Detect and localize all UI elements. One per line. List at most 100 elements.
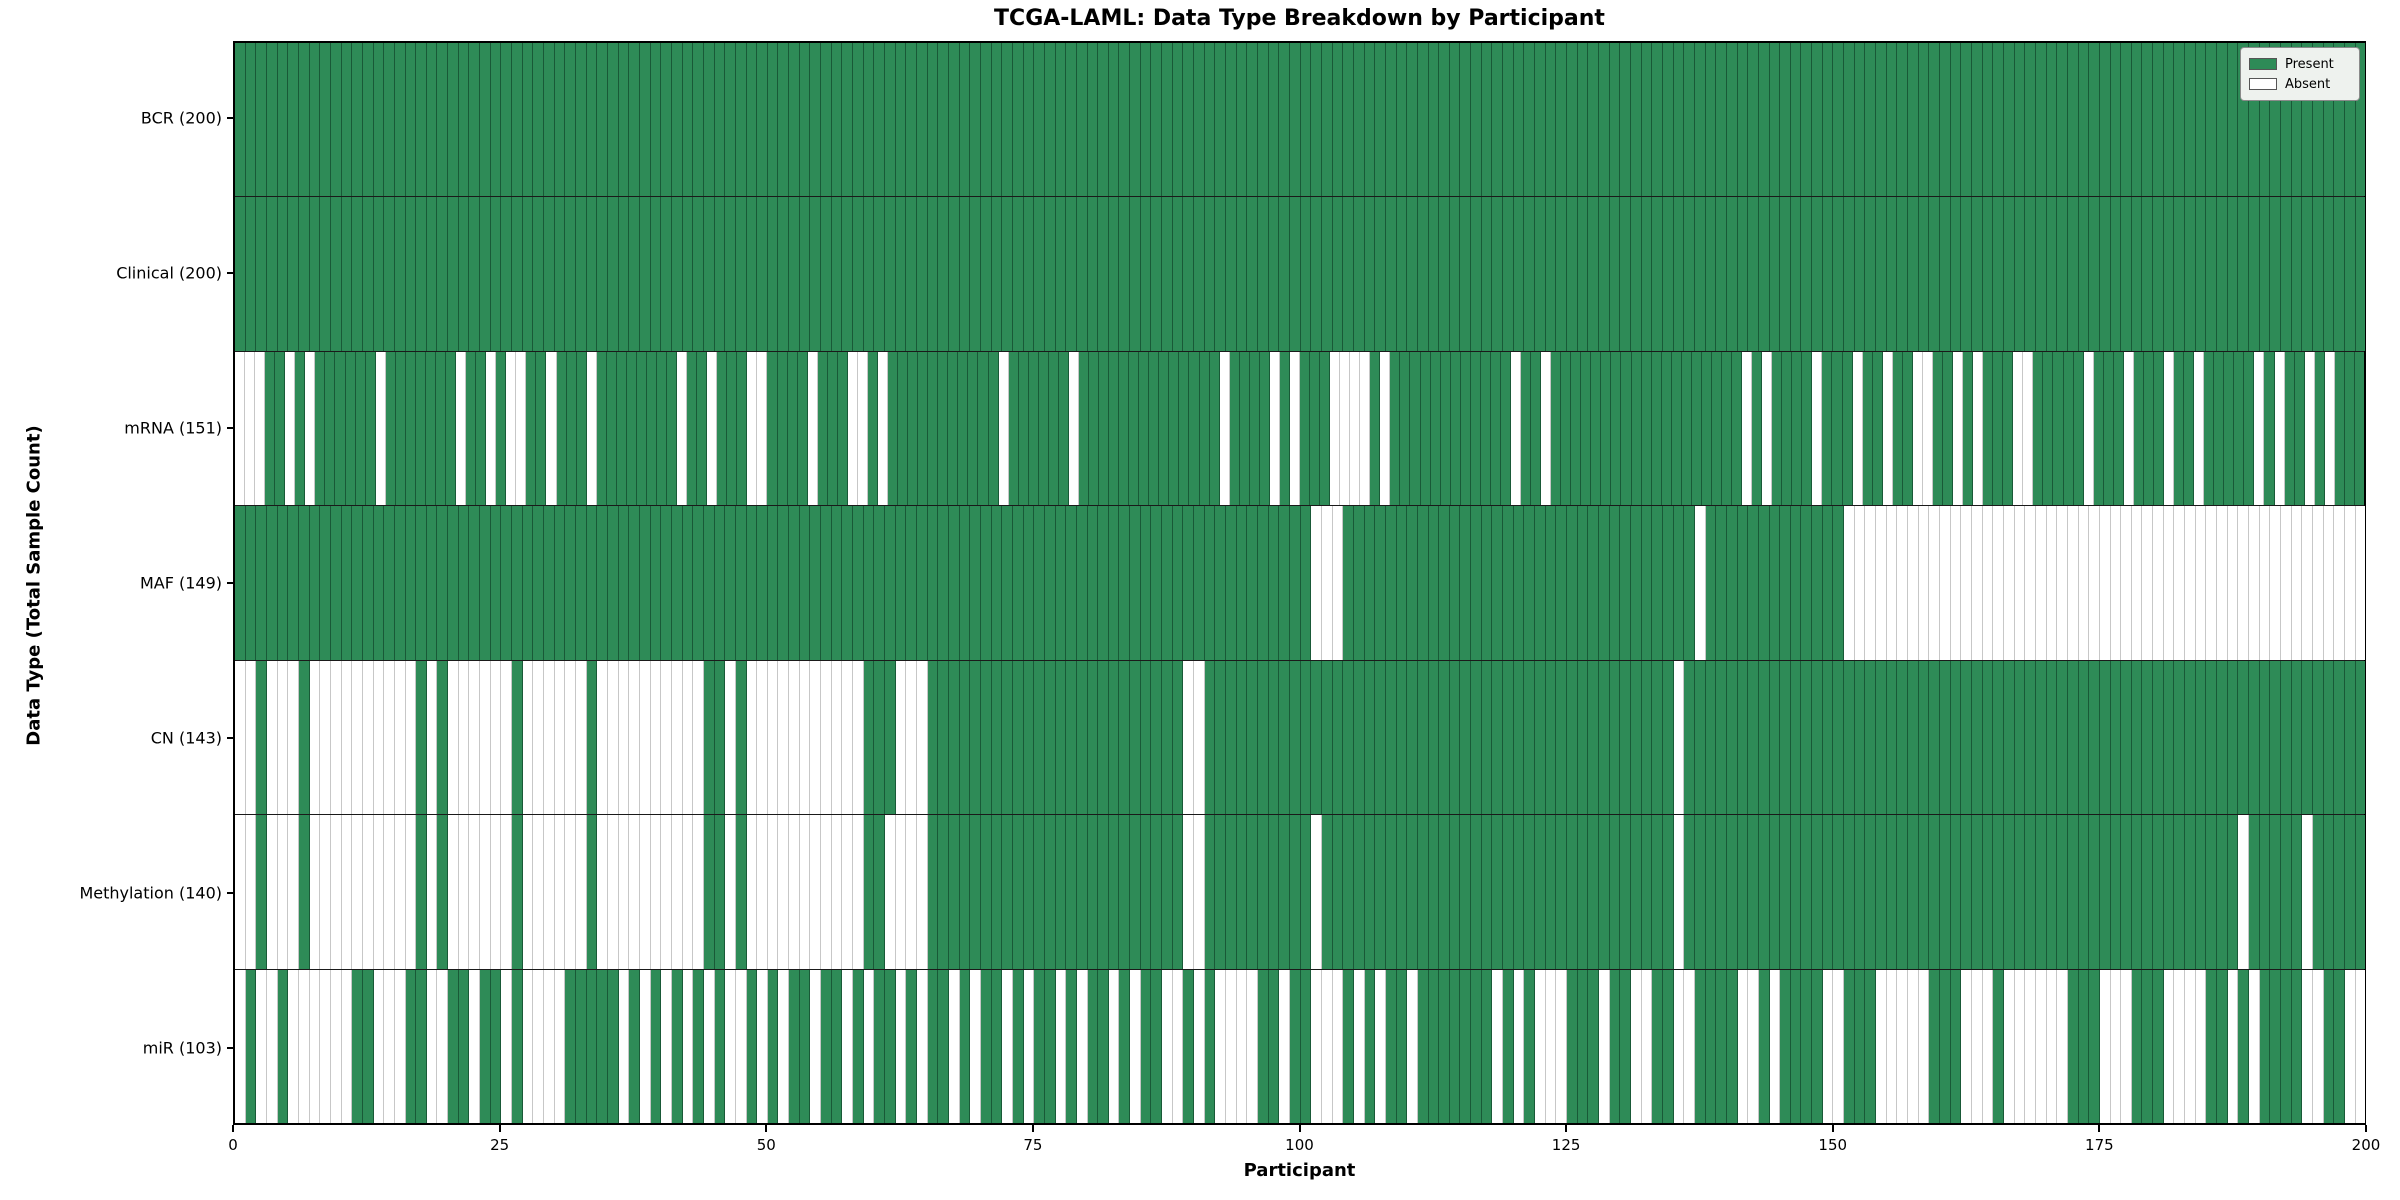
heatmap-cell — [480, 506, 491, 660]
heatmap-cell — [2110, 197, 2122, 351]
heatmap-cell — [1705, 660, 1717, 815]
heatmap-cell — [1950, 506, 1962, 660]
heatmap-cell — [596, 351, 607, 506]
heatmap-cell — [1183, 660, 1195, 815]
heatmap-cell — [1876, 197, 1887, 351]
heatmap-cell — [1076, 197, 1088, 351]
heatmap-cell — [885, 43, 896, 197]
heatmap-cell — [2270, 969, 2281, 1123]
heatmap-cell — [1822, 815, 1834, 969]
heatmap-cell — [2281, 43, 2292, 197]
heatmap-cell — [1151, 660, 1163, 815]
heatmap-cell — [1748, 969, 1759, 1123]
heatmap-cell — [362, 660, 374, 815]
heatmap-cell — [394, 197, 406, 351]
heatmap-cell — [1982, 43, 1994, 197]
heatmap-cell — [1758, 660, 1770, 815]
heatmap-cell — [298, 506, 310, 660]
heatmap-cell — [1865, 815, 1877, 969]
heatmap-cell — [2035, 43, 2047, 197]
heatmap-cell — [1918, 969, 1930, 1123]
heatmap-cell — [309, 969, 321, 1123]
heatmap-cell — [1630, 506, 1642, 660]
heatmap-cell — [1108, 660, 1120, 815]
heatmap-cell — [661, 197, 672, 351]
heatmap-cell — [1694, 506, 1706, 660]
heatmap-cell — [2185, 660, 2196, 815]
heatmap-cell — [2312, 969, 2324, 1123]
heatmap-cell — [597, 660, 608, 815]
heatmap-cell — [1087, 969, 1099, 1123]
heatmap-cell — [1439, 660, 1450, 815]
heatmap-cell — [671, 506, 683, 660]
heatmap-cell — [501, 969, 513, 1123]
heatmap-cell — [1130, 969, 1141, 1123]
heatmap-cell — [1673, 197, 1685, 351]
heatmap-cell — [2206, 197, 2218, 351]
heatmap-cell — [1055, 506, 1067, 660]
heatmap-cell — [703, 506, 715, 660]
heatmap-cell — [1929, 197, 1940, 351]
heatmap-cell — [1108, 43, 1120, 197]
heatmap-cell — [1630, 815, 1642, 969]
heatmap-cell — [2217, 815, 2228, 969]
heatmap-row-Methylation — [235, 814, 2366, 969]
heatmap-cell — [1279, 506, 1290, 660]
heatmap-cell — [2355, 815, 2366, 969]
heatmap-cell — [2057, 815, 2068, 969]
heatmap-cell — [1385, 815, 1397, 969]
heatmap-cell — [656, 351, 668, 506]
heatmap-cell — [1762, 351, 1773, 506]
heatmap-cell — [1802, 351, 1813, 506]
heatmap-cell — [746, 43, 758, 197]
heatmap-cell — [1400, 351, 1411, 506]
heatmap-cell — [682, 660, 694, 815]
heatmap-cell — [1321, 506, 1333, 660]
heatmap-cell — [2153, 43, 2164, 197]
heatmap-cell — [1055, 197, 1067, 351]
heatmap-cell — [437, 197, 449, 351]
heatmap-cell — [2014, 43, 2026, 197]
heatmap-cell — [671, 969, 683, 1123]
heatmap-cell — [1535, 197, 1546, 351]
heatmap-cell — [298, 43, 310, 197]
heatmap-cell — [1236, 815, 1248, 969]
heatmap-cell — [831, 815, 843, 969]
heatmap-cell — [1194, 43, 1205, 197]
heatmap-cell — [837, 351, 848, 506]
heatmap-cell — [2131, 969, 2143, 1123]
heatmap-cell — [778, 660, 790, 815]
heatmap-cell — [1162, 660, 1173, 815]
heatmap-cell — [1780, 197, 1791, 351]
heatmap-cell — [1183, 815, 1195, 969]
heatmap-cell — [927, 815, 939, 969]
heatmap-cell — [1908, 969, 1919, 1123]
heatmap-cell — [2274, 351, 2285, 506]
heatmap-cell — [938, 815, 949, 969]
heatmap-cell — [789, 197, 800, 351]
heatmap-cell — [1832, 351, 1843, 506]
heatmap-cell — [266, 815, 278, 969]
heatmap-cell — [874, 660, 886, 815]
heatmap-cell — [245, 660, 257, 815]
heatmap-cell — [1012, 197, 1024, 351]
heatmap-cell — [1545, 506, 1557, 660]
heatmap-cell — [1801, 506, 1813, 660]
heatmap-cell — [1711, 351, 1722, 506]
heatmap-cell — [2312, 660, 2324, 815]
heatmap-cell — [1481, 43, 1493, 197]
heatmap-cell — [1428, 43, 1440, 197]
heatmap-cell — [394, 969, 406, 1123]
heatmap-cell — [2046, 506, 2058, 660]
heatmap-cell — [1055, 815, 1067, 969]
heatmap-cell — [725, 197, 736, 351]
heatmap-cell — [1289, 351, 1300, 506]
heatmap-cell — [320, 197, 331, 351]
heatmap-cell — [1417, 506, 1429, 660]
heatmap-cell — [1247, 43, 1258, 197]
heatmap-cell — [437, 969, 449, 1123]
heatmap-cell — [544, 969, 555, 1123]
heatmap-cell — [1279, 969, 1290, 1123]
heatmap-cell — [1321, 197, 1333, 351]
heatmap-cell — [1993, 815, 2004, 969]
